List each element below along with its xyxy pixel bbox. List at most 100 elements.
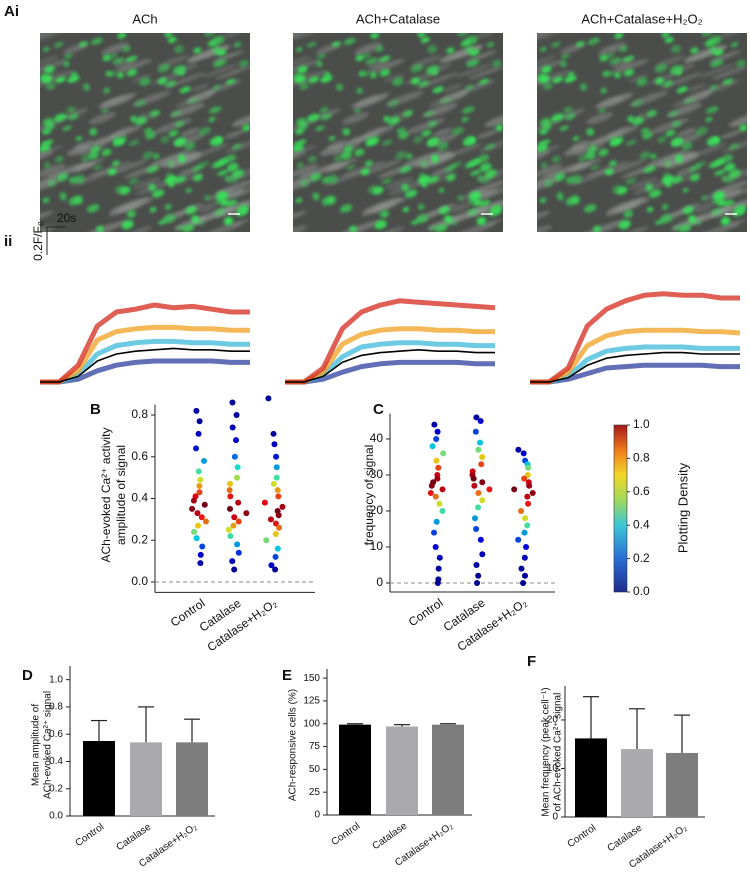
cell [464,161,475,169]
cell [720,175,727,182]
point [429,443,436,450]
cell [579,83,588,92]
cell [392,77,404,86]
point [191,528,198,535]
streak [40,145,64,162]
cell [167,179,175,188]
streak [464,50,497,63]
trace [285,348,495,383]
cell [676,86,688,94]
cell [331,41,341,47]
streak [606,197,647,214]
point [471,482,478,489]
cell [176,225,184,231]
cell [705,117,713,122]
panel-label: ii [4,233,12,250]
point [478,461,485,468]
cell [216,49,227,56]
point [428,482,435,489]
cell [660,214,673,224]
cell [688,215,697,224]
cell [395,151,407,160]
colorbar-tick-label: 1.0 [633,417,650,431]
cell [315,125,325,131]
streak [444,143,483,159]
y-tick-label: 1.0 [49,674,63,685]
cell [67,75,80,83]
point [272,553,279,560]
streak [599,96,624,107]
y-tick-label: 0.0 [49,811,63,822]
cell [208,106,222,114]
streak [433,127,453,137]
streak [355,96,380,107]
cell [700,195,708,201]
cell [354,148,365,157]
cell [417,203,425,211]
cell [308,76,319,83]
cell [560,60,567,68]
cell [370,33,380,39]
trace [40,324,250,385]
cell [423,110,435,117]
cell [212,84,221,91]
cell [231,143,243,150]
cell [42,75,53,84]
point [197,560,204,567]
cell [665,129,676,137]
streak [89,112,116,125]
cell [604,168,614,176]
micrograph [40,33,250,232]
trace [285,359,495,385]
cell [721,154,734,163]
streak [229,218,250,228]
point [431,529,438,536]
point [515,446,522,453]
cell [618,220,631,230]
cell [689,173,700,182]
cell [714,169,726,176]
point [193,535,200,542]
point [473,526,480,532]
cell [192,173,203,182]
cell [381,177,393,185]
streak [40,55,59,65]
cell [713,49,724,56]
cell [679,224,692,232]
point [279,503,286,510]
cell [45,82,56,90]
cell [461,106,475,114]
cell [173,137,187,147]
cell [349,225,357,232]
cell [438,206,450,215]
point [518,508,525,514]
point [436,500,443,507]
cell [426,176,439,184]
scale-bar-label: 20s [57,211,76,225]
streak [383,73,405,83]
bar [666,752,698,817]
cell [226,162,239,172]
streak [403,150,444,166]
cell [722,199,735,207]
y-tick-label: 0.6 [131,449,148,463]
point [272,520,279,527]
cell [145,131,156,140]
cell [431,154,439,163]
cell [82,83,91,92]
cell [607,52,615,59]
point [196,482,203,489]
cell [43,162,51,169]
cell [149,110,160,117]
streak [454,63,493,79]
cell [683,97,696,104]
cell [214,208,226,216]
y-tick-label: 75 [309,741,321,752]
streak [579,220,625,232]
streak [627,73,649,83]
cell [296,162,304,169]
point [227,505,234,512]
cell [646,110,657,117]
point [526,482,533,489]
point [234,464,241,471]
